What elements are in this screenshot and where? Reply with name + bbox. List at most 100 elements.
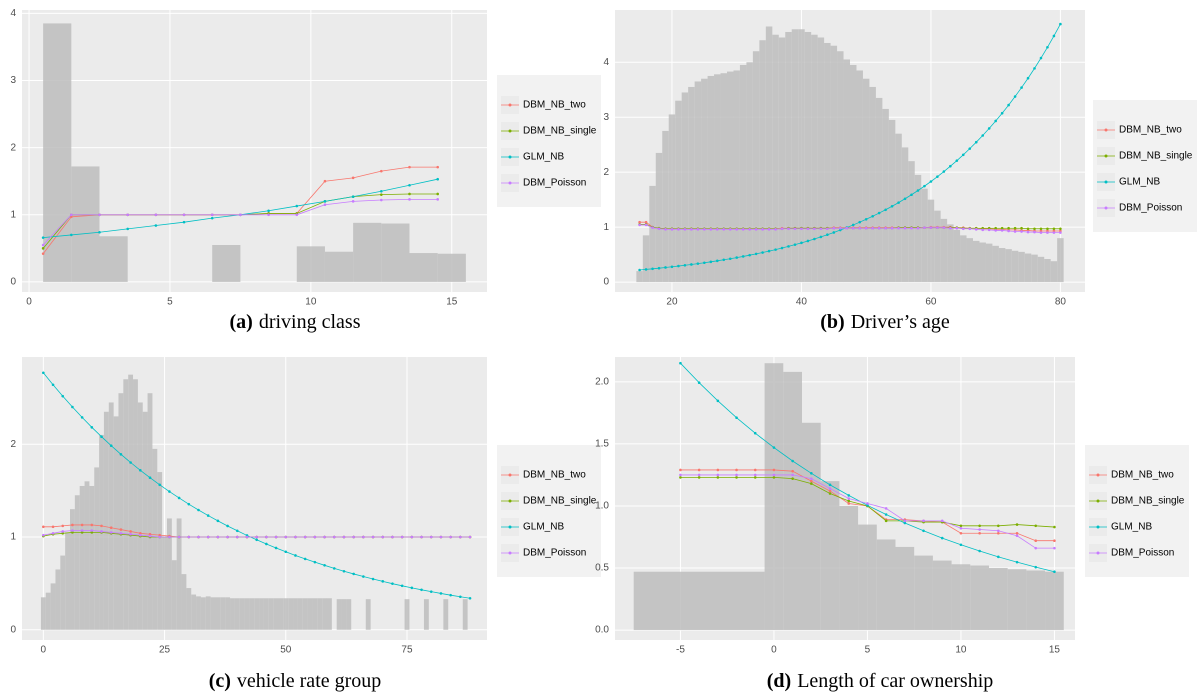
series-point (871, 226, 874, 230)
series-point (342, 535, 346, 539)
histogram-bar (951, 564, 971, 631)
x-tick-label: 25 (159, 645, 171, 656)
histogram-bar (752, 51, 760, 283)
series-point (323, 535, 326, 539)
series-point (884, 226, 887, 230)
series-point (380, 189, 383, 193)
series-point (703, 228, 706, 231)
series-point (1039, 56, 1043, 60)
series-point (787, 227, 790, 231)
series-point (429, 590, 433, 593)
series-point (362, 575, 365, 578)
series-point (974, 140, 978, 144)
series-point (657, 227, 661, 231)
series-point (1059, 227, 1062, 231)
histogram-bar (1044, 259, 1051, 283)
histogram-bar (220, 597, 226, 630)
legend-label: DBM_Poisson (1111, 548, 1174, 559)
histogram-bar (966, 238, 974, 283)
legend-point (1096, 499, 1100, 503)
series-point (459, 595, 462, 599)
series-point (1013, 230, 1017, 233)
histogram-bar (152, 448, 158, 630)
histogram-bar (137, 402, 143, 630)
series-point (1039, 231, 1043, 234)
caption-label: (a) (230, 311, 253, 333)
histogram-bar (875, 97, 883, 283)
panel: -5 0 5 10 150.00.51.01.52.0DBM_NB_twoDBM_NB_… (595, 357, 1189, 692)
series-point (959, 543, 963, 547)
panel: 0 25 50 75012DBM_NB_twoDBM_NB_singleGLM_NBD… (10, 357, 601, 692)
series-point (303, 557, 307, 561)
histogram-bar (839, 505, 859, 631)
histogram-bar (225, 597, 231, 630)
histogram-bar (259, 598, 264, 630)
histogram-bar (205, 596, 211, 630)
series-point (400, 584, 404, 588)
series-point (810, 472, 813, 475)
x-tick-label: 60 (925, 297, 937, 308)
panel: 0 5 10 15 0 1 2 3 4 DBM_NB_two DBM_NB_single GLM_NB… (10, 8, 601, 333)
series-point (119, 531, 123, 535)
series-point (206, 514, 210, 517)
series-point (657, 266, 661, 270)
series-point (866, 502, 869, 505)
series-point (810, 479, 813, 483)
series-point (670, 265, 674, 269)
series-point (381, 580, 385, 583)
histogram-bar (404, 599, 410, 630)
series-point (832, 231, 836, 234)
histogram-bar (764, 363, 784, 631)
series-point (313, 560, 317, 564)
y-tick-label: 0 (10, 624, 16, 635)
histogram-bar (94, 467, 100, 630)
series-point (772, 468, 776, 472)
series-point (61, 524, 65, 528)
series-point (735, 476, 738, 479)
series-point (168, 490, 171, 493)
series-point (274, 546, 278, 550)
series-point (864, 217, 868, 221)
histogram-bar (113, 416, 119, 630)
series-point (884, 507, 888, 510)
histogram-bar (307, 598, 313, 630)
series-point (1034, 524, 1038, 528)
histogram-bar (79, 485, 85, 630)
series-point (90, 531, 94, 534)
caption-text: Length of car ownership (797, 670, 993, 692)
histogram-bar (99, 236, 128, 282)
histogram-bar (636, 271, 643, 283)
legend-label: DBM_NB_two (1119, 125, 1182, 136)
caption-label: (c) (209, 670, 231, 692)
series-point (877, 226, 881, 230)
series-point (206, 535, 210, 539)
y-tick-label: 2 (10, 142, 16, 153)
series-point (129, 461, 132, 464)
series-point (139, 531, 142, 535)
histogram-bar (783, 371, 802, 631)
histogram-bar (694, 81, 702, 283)
series-point (154, 213, 158, 217)
series-point (71, 529, 74, 532)
legend-label: GLM_NB (523, 522, 564, 533)
series-point (994, 226, 997, 230)
legend-point (508, 181, 512, 185)
series-point (1053, 525, 1056, 529)
series-point (80, 531, 84, 534)
histogram-bar (927, 199, 935, 283)
caption-label: (b) (820, 311, 844, 333)
series-point (1026, 227, 1030, 231)
series-point (793, 227, 797, 231)
histogram-bar (123, 379, 129, 630)
histogram-bar (862, 78, 870, 283)
series-point (828, 489, 832, 493)
series-point (1059, 22, 1062, 26)
histogram-bar (297, 598, 303, 630)
series-point (735, 473, 738, 477)
legend-point (508, 103, 512, 107)
series-point (139, 533, 142, 537)
histogram-bar (181, 574, 187, 630)
histogram-bar (932, 560, 952, 631)
series-point (274, 535, 278, 539)
histogram-bar (817, 37, 825, 283)
